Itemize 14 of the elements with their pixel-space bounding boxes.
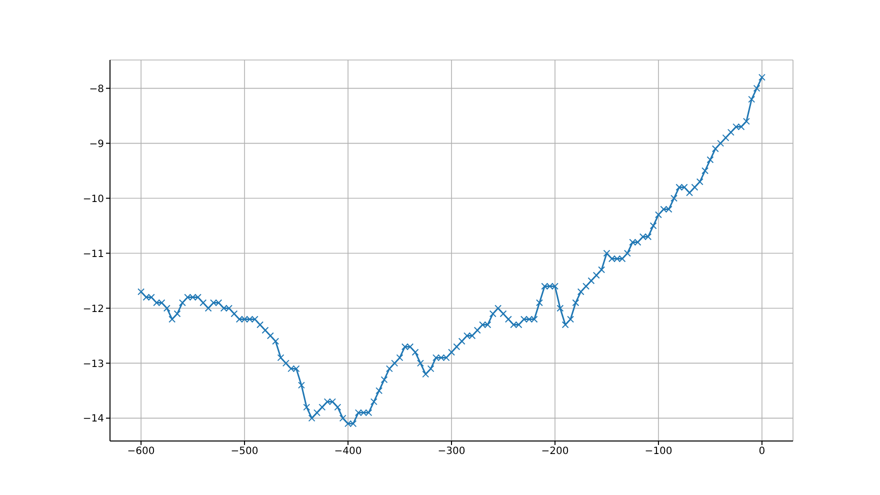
x-tick-label: 0 [758, 446, 766, 458]
y-tick-label: −10 [82, 194, 104, 205]
x-tick-label: −200 [541, 446, 569, 458]
x-tick-label: −600 [127, 446, 155, 458]
x-tick-label: −100 [644, 446, 672, 458]
x-tick-label: −500 [230, 446, 258, 458]
y-tick-label: −13 [82, 358, 104, 370]
y-tick-label: −8 [89, 84, 104, 95]
y-tick-label: −12 [82, 304, 104, 315]
x-tick-label: −300 [438, 446, 466, 458]
y-tick-label: −11 [82, 248, 104, 260]
y-tick-label: −14 [82, 414, 104, 425]
x-tick-label: −400 [334, 446, 362, 458]
y-tick-label: −9 [89, 138, 104, 150]
